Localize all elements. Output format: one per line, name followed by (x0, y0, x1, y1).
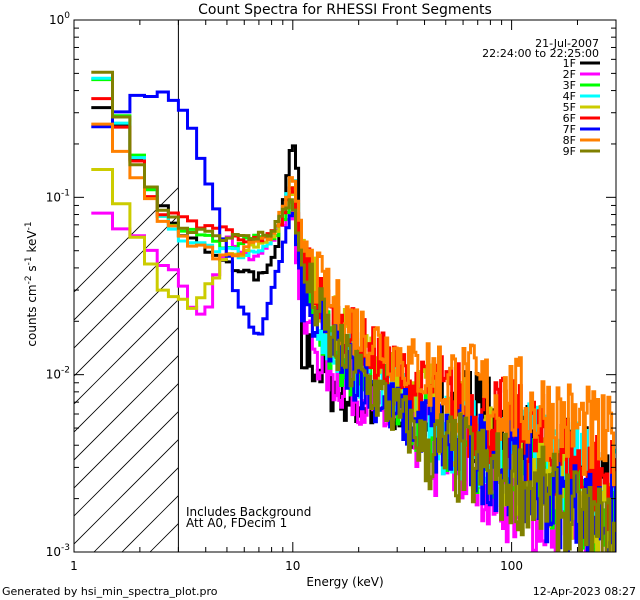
footer-date: 12-Apr-2023 08:27 (533, 585, 636, 598)
y-tick-label: 10-3 (46, 543, 70, 559)
y-axis-label: counts cm-2 s-1 keV-1 (24, 221, 39, 346)
annotation-attenuator: Att A0, FDecim 1 (186, 516, 287, 530)
hatch-line (74, 439, 179, 545)
legend-label-3F: 3F (563, 79, 576, 92)
x-tick-label: 1 (70, 559, 78, 573)
series-group (91, 70, 616, 552)
annotation-background: Includes Background (186, 505, 311, 519)
x-axis-label: Energy (keV) (306, 575, 383, 589)
y-tick-label: 10-2 (46, 366, 70, 382)
hatch-line (74, 411, 179, 517)
footer-generated-by: Generated by hsi_min_spectra_plot.pro (2, 585, 218, 598)
legend-label-1F: 1F (563, 57, 576, 70)
legend-label-7F: 7F (563, 123, 576, 136)
chart-date: 21-Jul-2007 (535, 37, 599, 50)
chart-time-range: 22:24:00 to 22:25:00 (482, 47, 599, 60)
legend-label-4F: 4F (563, 90, 576, 103)
hatch-line (74, 327, 179, 433)
y-tick-labels: 100 10-1 10-2 10-3 (46, 11, 71, 559)
series-line-8F (91, 122, 616, 487)
axis-ticks (73, 19, 617, 553)
hatch-line (74, 243, 179, 349)
hatch-line (74, 187, 179, 293)
hatch-line (74, 299, 179, 405)
x-tick-label: 10 (285, 559, 300, 573)
hatch-line (74, 271, 179, 377)
x-tick-labels: 1 10 100 (70, 559, 523, 573)
hatch-line (74, 215, 179, 321)
legend-label-8F: 8F (563, 134, 576, 147)
x-tick-label: 100 (500, 559, 523, 573)
legend-label-9F: 9F (563, 145, 576, 158)
hatch-line (74, 383, 179, 489)
y-tick-label: 10-1 (46, 188, 70, 204)
y-tick-label: 100 (49, 11, 70, 27)
series-line-9F (91, 70, 616, 552)
legend-label-2F: 2F (563, 68, 576, 81)
plot-frame (73, 19, 617, 553)
legend-label-5F: 5F (563, 101, 576, 114)
legend-label-6F: 6F (563, 112, 576, 125)
chart-title: Count Spectra for RHESSI Front Segments (198, 2, 492, 18)
